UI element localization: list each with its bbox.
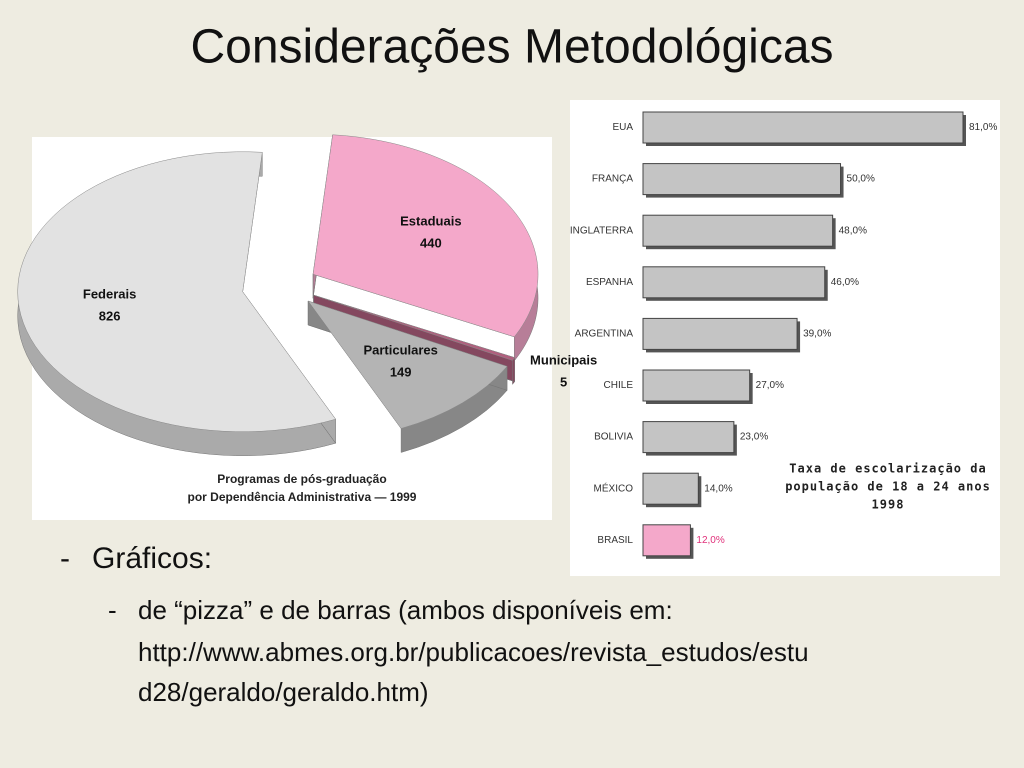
slice-value: 440 xyxy=(420,236,442,251)
bar-value-label: 48,0% xyxy=(839,225,867,236)
bar-value-label: 50,0% xyxy=(847,174,875,185)
sub-bullet-line: d28/geraldo/geraldo.htm) xyxy=(138,677,429,707)
slice-label: Municipais xyxy=(530,353,597,368)
bar xyxy=(642,421,735,454)
pie-slice xyxy=(312,134,539,338)
bar xyxy=(642,317,798,350)
bar xyxy=(642,266,826,299)
bar-value-label: 81,0% xyxy=(969,122,997,133)
bar xyxy=(642,111,964,144)
bar-title: 1998 xyxy=(872,498,905,512)
bullet-dash: - xyxy=(60,542,70,575)
bullet: Gráficos: xyxy=(92,542,212,575)
bar-category: ESPANHA xyxy=(586,277,633,288)
bar-value-label: 27,0% xyxy=(756,380,784,391)
bar-value-label: 12,0% xyxy=(696,535,724,546)
bar xyxy=(642,369,751,402)
bar-category: BRASIL xyxy=(597,535,633,546)
bar-category: ARGENTINA xyxy=(575,329,634,340)
pie-slice xyxy=(313,294,516,361)
bar xyxy=(642,163,842,196)
bar-category: MÉXICO xyxy=(594,481,634,494)
sub-bullet-dash: - xyxy=(108,595,117,625)
bar-category: INGLATERRA xyxy=(570,225,633,236)
bar-category: EUA xyxy=(612,122,633,133)
sub-bullet-line: http://www.abmes.org.br/publicacoes/revi… xyxy=(138,637,809,667)
bar xyxy=(642,472,699,505)
bar-value-label: 46,0% xyxy=(831,277,859,288)
pie-slice xyxy=(17,151,337,432)
bar-title: população de 18 a 24 anos xyxy=(785,480,991,494)
slice-label: Federais xyxy=(83,286,136,301)
bar-category: CHILE xyxy=(604,380,634,391)
slice-label: Estaduais xyxy=(400,214,461,229)
bar-value-label: 14,0% xyxy=(704,483,732,494)
sub-bullet-line: de “pizza” e de barras (ambos disponívei… xyxy=(138,595,673,625)
slice-value: 149 xyxy=(390,365,412,380)
slice-value: 826 xyxy=(99,308,121,323)
slice-label: Particulares xyxy=(363,343,437,358)
pie-title: por Dependência Administrativa — 1999 xyxy=(188,490,417,504)
pie-slice xyxy=(307,300,508,429)
pie-title: Programas de pós-graduação xyxy=(217,472,386,486)
slice-value: 5 xyxy=(560,375,567,390)
bar-title: Taxa de escolarização da xyxy=(789,462,986,476)
bar xyxy=(642,214,834,247)
bar xyxy=(642,524,691,557)
bar-value-label: 39,0% xyxy=(803,329,831,340)
bar-value-label: 23,0% xyxy=(740,432,768,443)
slide-title: Considerações Metodológicas xyxy=(190,21,833,74)
bar-category: FRANÇA xyxy=(592,174,633,185)
bar-category: BOLIVIA xyxy=(594,432,633,443)
